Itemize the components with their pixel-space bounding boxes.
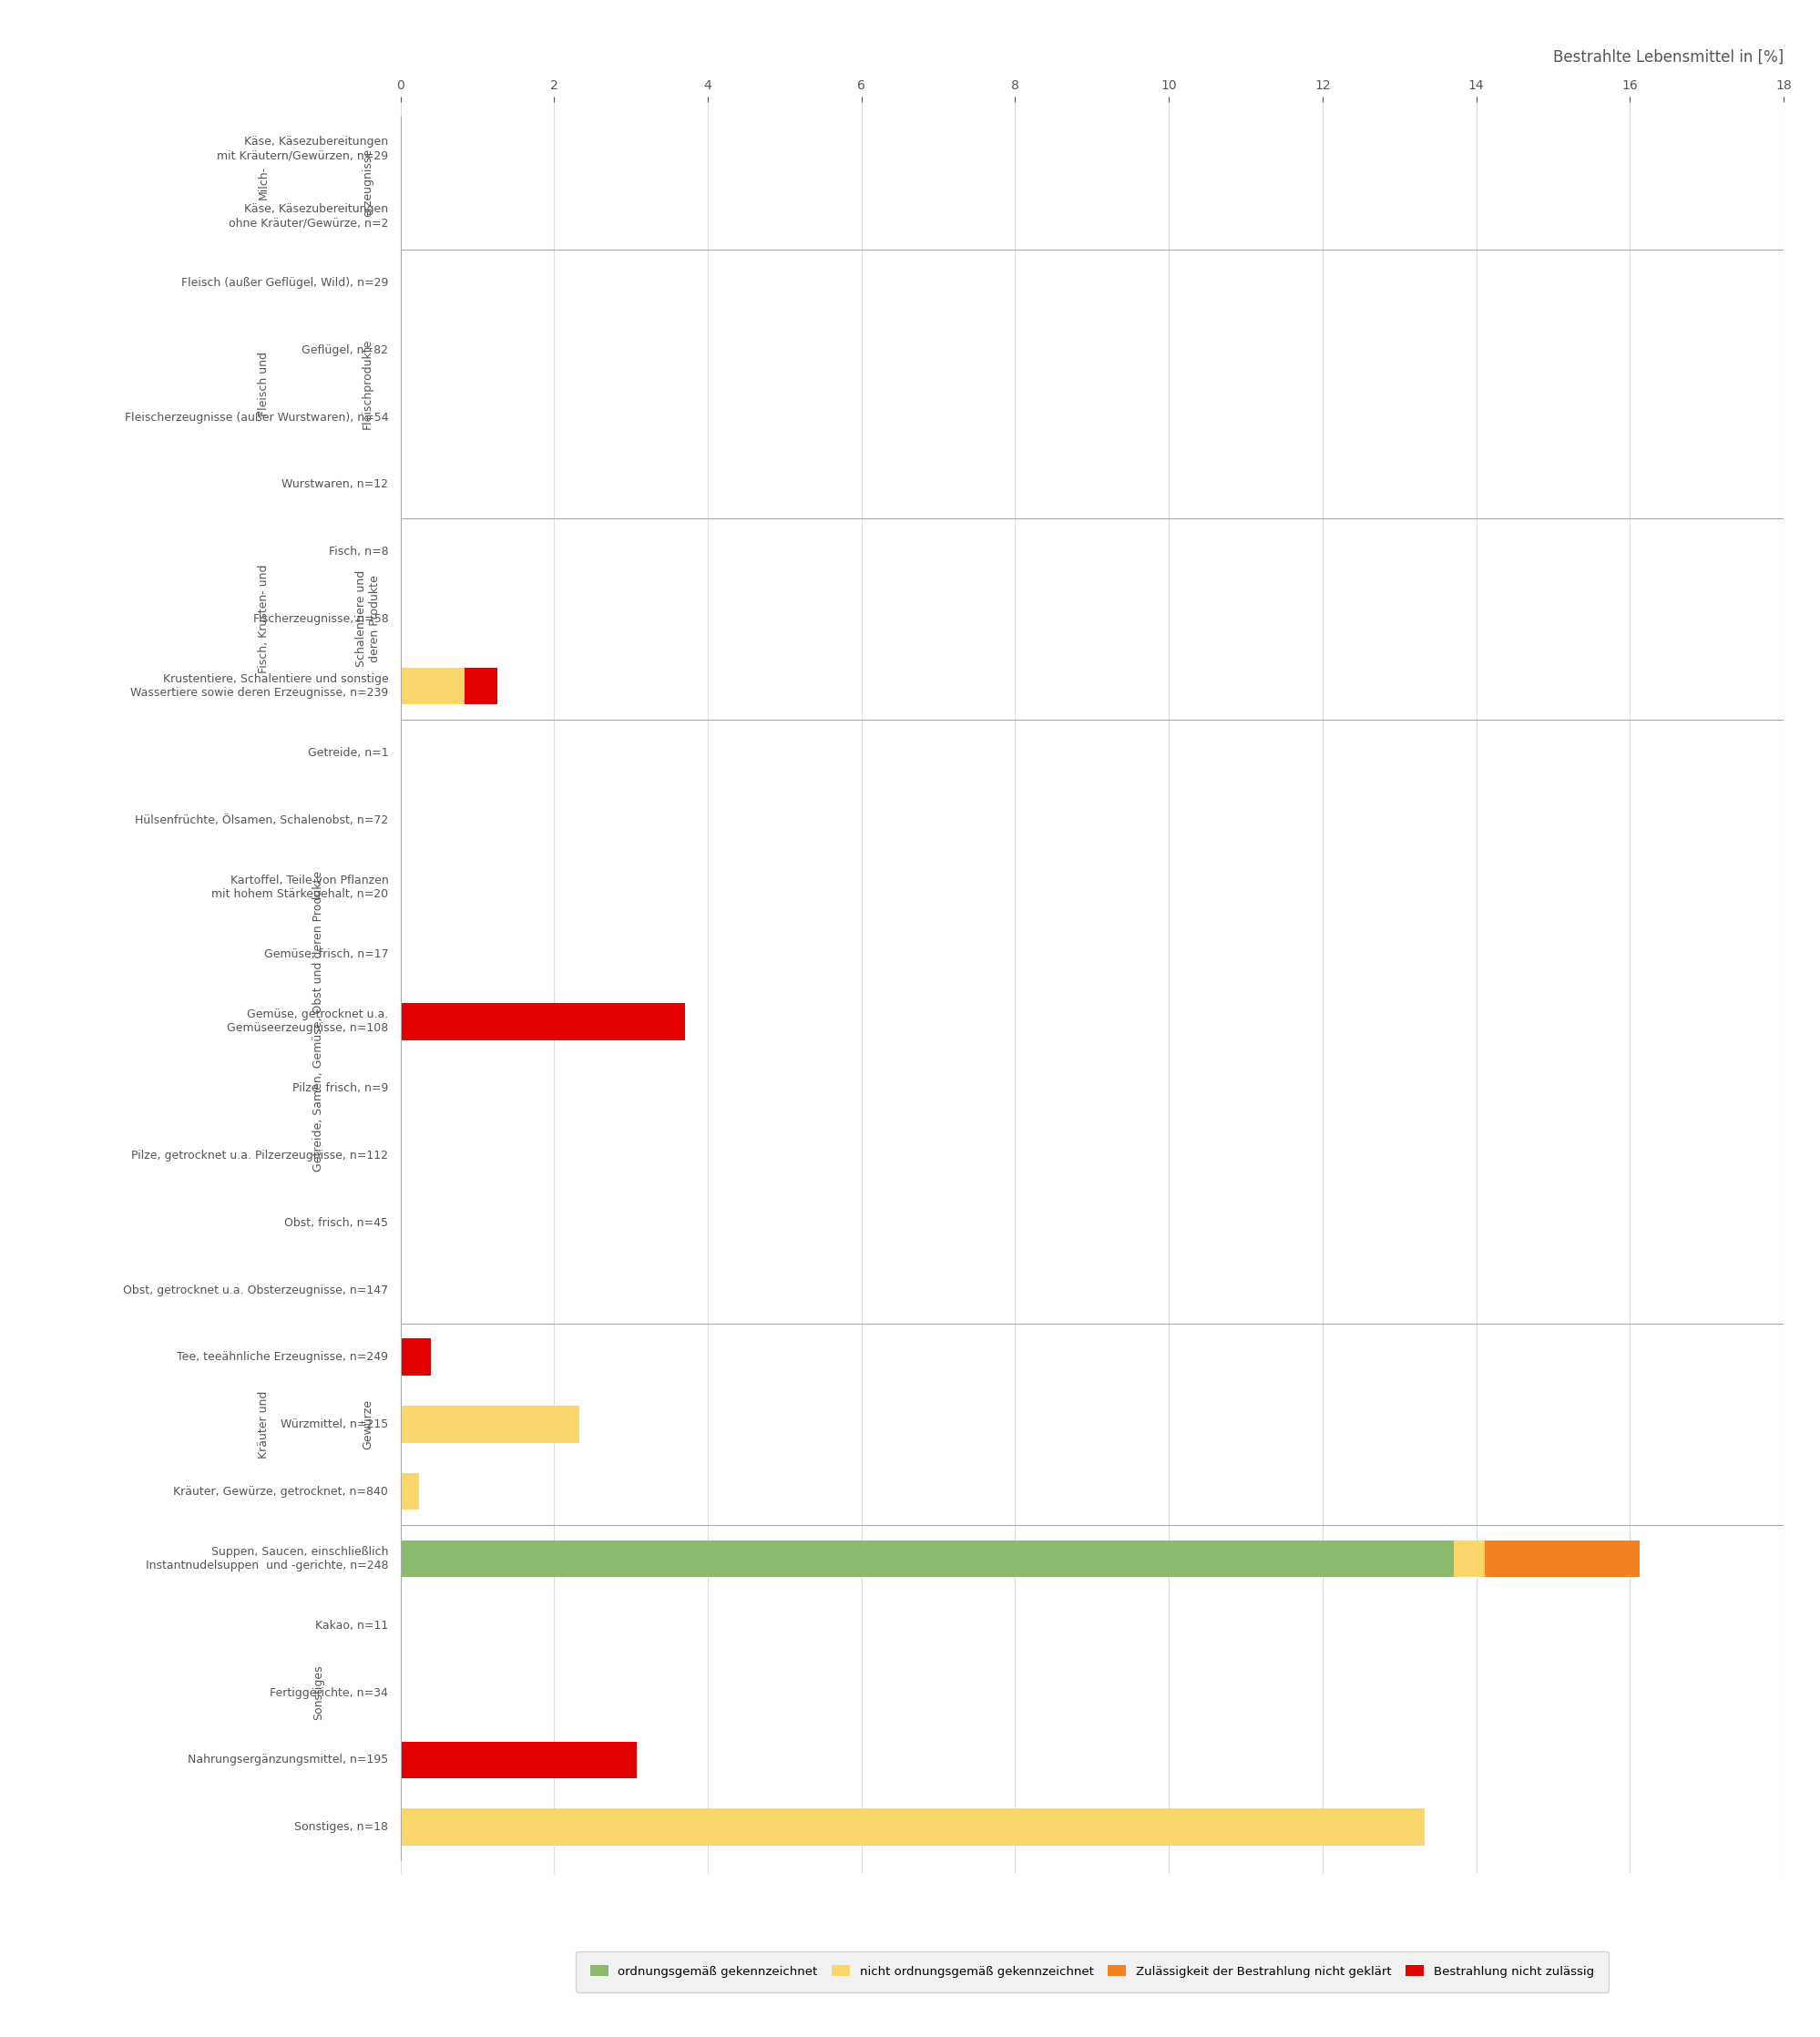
Text: erzeugnisse: erzeugnisse (362, 149, 373, 216)
Text: Fleischprodukte: Fleischprodukte (362, 338, 373, 430)
Text: Fleisch und: Fleisch und (258, 352, 269, 416)
Bar (464, 668, 497, 705)
Bar (400, 668, 464, 705)
Bar (400, 1338, 431, 1375)
Bar (400, 1742, 637, 1778)
Text: Fisch, Krusten- und: Fisch, Krusten- und (258, 564, 269, 672)
Text: Bestrahlte Lebensmittel in [%]: Bestrahlte Lebensmittel in [%] (1552, 49, 1784, 65)
Text: Sonstiges: Sonstiges (313, 1664, 324, 1721)
Bar (400, 1002, 684, 1041)
Bar (400, 1540, 1454, 1577)
Legend: ordnungsgemäß gekennzeichnet, nicht ordnungsgemäß gekennzeichnet, Zulässigkeit d: ordnungsgemäß gekennzeichnet, nicht ordn… (575, 1951, 1609, 1992)
Bar (1454, 1540, 1485, 1577)
Bar (400, 1809, 1425, 1846)
Text: Schalentiere und
deren Produkte: Schalentiere und deren Produkte (355, 570, 380, 668)
Text: Gewürze: Gewürze (362, 1399, 373, 1450)
Bar (400, 1406, 579, 1442)
Text: Milch-: Milch- (258, 165, 269, 200)
Bar (400, 1473, 419, 1509)
Text: Kräuter und: Kräuter und (258, 1391, 269, 1458)
Text: Getreide, Samen, Gemüse, Obst und deren Produkte: Getreide, Samen, Gemüse, Obst und deren … (313, 872, 324, 1171)
Bar (1485, 1540, 1640, 1577)
